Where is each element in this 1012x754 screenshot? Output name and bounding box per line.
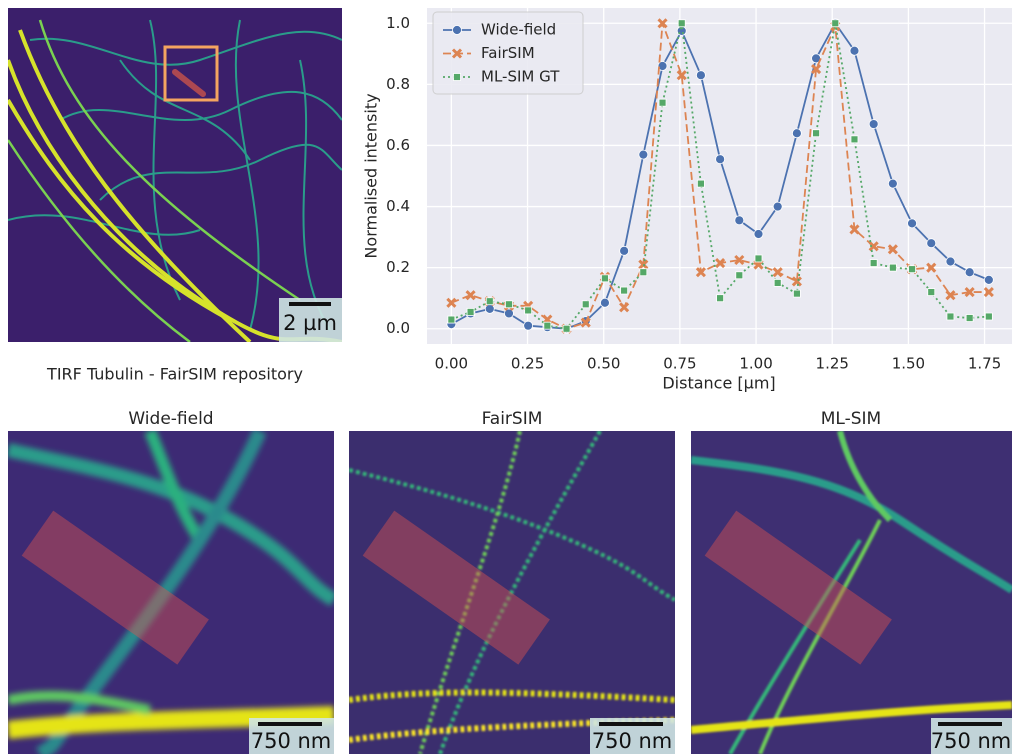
y-tick-label: 0.6 (386, 136, 410, 154)
marker (486, 298, 493, 305)
marker (659, 99, 666, 106)
marker (716, 155, 725, 164)
marker (697, 180, 704, 187)
legend-label: Wide-field (481, 21, 556, 39)
marker (639, 150, 648, 159)
scale-label: 2 µm (283, 311, 337, 335)
marker (946, 257, 955, 266)
scale-label: 750 nm (251, 729, 332, 753)
legend-label: ML-SIM GT (481, 68, 560, 86)
marker (678, 20, 685, 27)
overview-image: 2 µm (8, 8, 342, 342)
marker (544, 322, 551, 329)
caption: TIRF Tubulin - FairSIM repository (46, 365, 303, 384)
marker (793, 290, 800, 297)
marker (736, 272, 743, 279)
fairsim-image: 750 nm (349, 431, 675, 754)
y-tick-label: 0.0 (386, 319, 410, 337)
marker (927, 239, 936, 248)
x-tick-label: 1.25 (816, 355, 849, 373)
y-tick-label: 1.0 (386, 14, 410, 32)
marker (524, 321, 533, 330)
marker (754, 230, 763, 239)
marker (985, 313, 992, 320)
marker (928, 289, 935, 296)
x-tick-label: 1.50 (892, 355, 925, 373)
x-tick-label: 1.75 (968, 355, 1001, 373)
marker (448, 316, 455, 323)
figure: 2 µm TIRF Tubulin - FairSIM repository W… (0, 0, 1012, 754)
marker (965, 268, 974, 277)
panel-title: FairSIM (482, 409, 543, 429)
marker (735, 216, 744, 225)
marker (467, 308, 474, 315)
panel-title: ML-SIM (821, 409, 881, 429)
x-axis-label: Distance [µm] (662, 374, 775, 393)
legend-marker (454, 74, 461, 81)
marker (621, 287, 628, 294)
x-tick-label: 0.25 (511, 355, 544, 373)
scale-label: 750 nm (931, 729, 1012, 753)
y-tick-label: 0.8 (386, 75, 410, 93)
marker (792, 129, 801, 138)
y-axis-label: Normalised intensity (362, 93, 381, 258)
marker (696, 71, 705, 80)
marker (505, 301, 512, 308)
panel-title: Wide-field (128, 409, 213, 429)
y-tick-label: 0.4 (386, 197, 410, 215)
mlsim-image: 750 nm (691, 431, 1012, 754)
x-tick-label: 0.75 (663, 355, 696, 373)
marker (563, 325, 570, 332)
marker (966, 315, 973, 322)
marker (851, 136, 858, 143)
widefield-image: 750 nm (8, 431, 334, 754)
y-tick-label: 0.2 (386, 258, 410, 276)
marker (601, 275, 608, 282)
marker (832, 20, 839, 27)
marker (640, 269, 647, 276)
marker (813, 130, 820, 137)
x-tick-label: 1.00 (739, 355, 772, 373)
scale-label: 750 nm (592, 729, 673, 753)
marker (850, 46, 859, 55)
marker (755, 255, 762, 262)
marker (600, 298, 609, 307)
marker (869, 120, 878, 129)
marker (889, 264, 896, 271)
marker (947, 313, 954, 320)
marker (909, 266, 916, 273)
marker (620, 246, 629, 255)
marker (984, 275, 993, 284)
legend-label: FairSIM (481, 44, 535, 62)
marker (774, 279, 781, 286)
marker (773, 202, 782, 211)
marker (870, 260, 877, 267)
legend: Wide-field FairSIM ML-SIM GT (433, 12, 583, 94)
x-tick-label: 0.50 (587, 355, 620, 373)
marker (888, 179, 897, 188)
marker (717, 295, 724, 302)
legend-marker (453, 26, 462, 35)
marker (908, 219, 917, 228)
x-tick-label: 0.00 (435, 355, 468, 373)
marker (582, 301, 589, 308)
marker (525, 307, 532, 314)
